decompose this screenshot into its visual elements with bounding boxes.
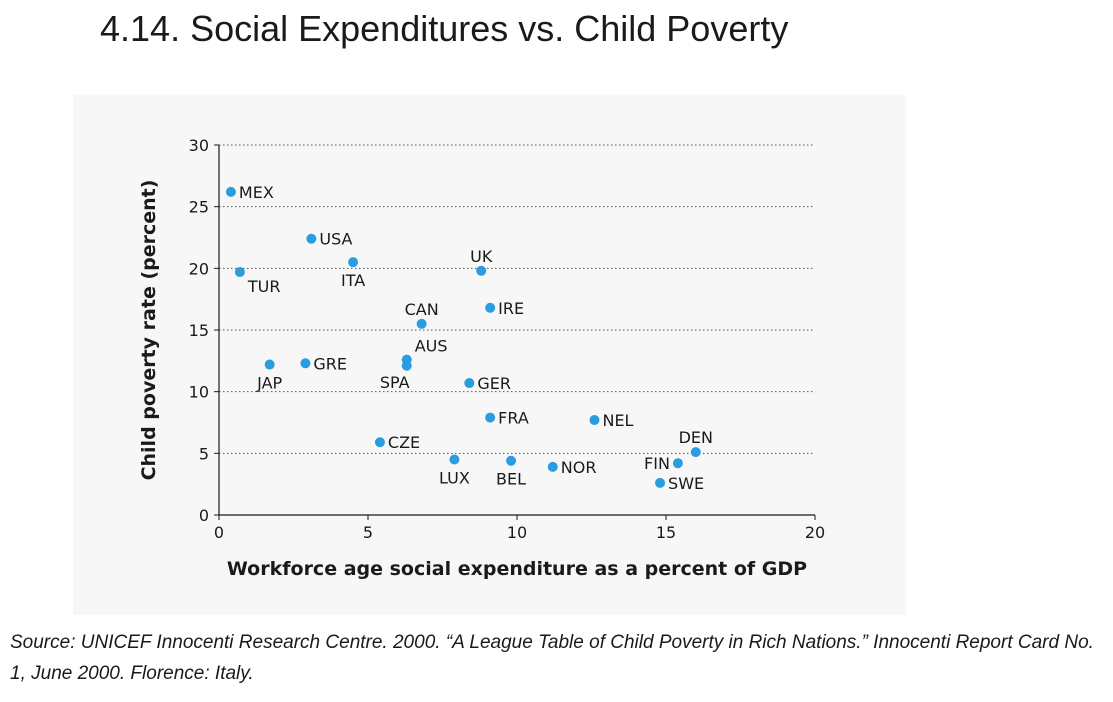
point-mex — [225, 186, 236, 197]
x-tick-label-5: 5 — [363, 523, 373, 542]
scatter-chart: 0 5 10 15 20 0 5 10 15 20 25 30 MEX USA TUR ITA UK IRE CA… — [138, 136, 826, 580]
point-ger — [464, 378, 475, 389]
point-label-bel: BEL — [496, 470, 526, 489]
y-tick-label-30: 30 — [189, 136, 209, 155]
point-den — [690, 447, 701, 458]
point-label-den: DEN — [679, 428, 713, 447]
point-nel — [589, 415, 600, 426]
x-tick-label-10: 10 — [507, 523, 527, 542]
point-label-ire: IRE — [498, 299, 524, 318]
point-label-can: CAN — [405, 300, 439, 319]
point-labels: MEX USA TUR ITA UK IRE CAN AUS SPA JAP GRE GER FRA NE… — [239, 183, 713, 493]
point-label-usa: USA — [319, 230, 352, 249]
tick-labels: 0 5 10 15 20 0 5 10 15 20 25 30 — [189, 136, 826, 542]
point-swe — [655, 477, 666, 488]
axis-layer — [214, 144, 816, 520]
point-ire — [485, 302, 496, 313]
point-label-nel: NEL — [602, 411, 633, 430]
point-label-ita: ITA — [341, 271, 365, 290]
point-label-spa: SPA — [380, 373, 410, 392]
x-axis-title: Workforce age social expenditure as a pe… — [227, 558, 807, 580]
y-tick-label-15: 15 — [189, 321, 209, 340]
point-ita — [348, 257, 359, 268]
chart-panel: 0 5 10 15 20 0 5 10 15 20 25 30 MEX USA TUR ITA UK IRE CA… — [73, 95, 906, 615]
slide-title: 4.14. Social Expenditures vs. Child Pove… — [100, 8, 789, 49]
point-usa — [306, 233, 317, 244]
point-label-cze: CZE — [388, 433, 420, 452]
point-label-swe: SWE — [668, 474, 704, 493]
point-label-mex: MEX — [239, 183, 274, 202]
point-fra — [485, 412, 496, 423]
y-axis-title: Child poverty rate (percent) — [138, 180, 160, 481]
x-tick-label-0: 0 — [214, 523, 224, 542]
point-can — [416, 318, 427, 329]
point-label-tur: TUR — [247, 277, 281, 296]
point-gre — [300, 358, 311, 369]
y-tick-label-0: 0 — [199, 506, 209, 525]
y-tick-label-10: 10 — [189, 383, 209, 402]
point-fin — [672, 458, 683, 469]
point-label-lux: LUX — [439, 469, 470, 488]
point-label-aus: AUS — [415, 337, 448, 356]
point-uk — [476, 265, 487, 276]
point-label-fin: FIN — [644, 454, 670, 473]
point-label-ger: GER — [477, 374, 511, 393]
point-nor — [547, 461, 558, 472]
source-citation: Source: UNICEF Innocenti Research Centre… — [10, 632, 1094, 684]
point-bel — [506, 455, 517, 466]
point-label-fra: FRA — [498, 409, 529, 428]
x-tick-label-15: 15 — [656, 523, 676, 542]
point-spa — [401, 360, 412, 371]
point-tur — [234, 267, 245, 278]
y-tick-label-25: 25 — [189, 198, 209, 217]
point-label-uk: UK — [470, 247, 493, 266]
point-cze — [374, 437, 385, 448]
y-tick-label-5: 5 — [199, 444, 209, 463]
point-jap — [264, 359, 275, 370]
data-points — [225, 186, 701, 488]
point-label-nor: NOR — [561, 458, 597, 477]
x-tick-label-20: 20 — [805, 523, 825, 542]
point-label-gre: GRE — [313, 354, 347, 373]
point-lux — [449, 454, 460, 465]
grid-layer — [219, 144, 815, 454]
y-tick-label-20: 20 — [189, 259, 209, 278]
point-label-jap: JAP — [256, 374, 282, 393]
